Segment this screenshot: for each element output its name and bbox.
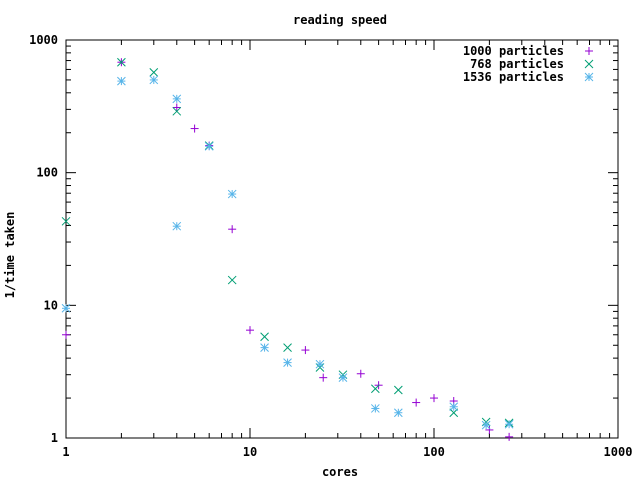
data-point bbox=[505, 432, 514, 441]
legend-label: 1000 particles bbox=[463, 44, 564, 58]
data-point bbox=[149, 75, 159, 85]
data-point bbox=[301, 346, 310, 355]
data-point bbox=[283, 358, 292, 367]
y-tick-label: 10 bbox=[44, 298, 58, 312]
data-point bbox=[412, 398, 421, 407]
x-tick-label: 1000 bbox=[604, 445, 633, 459]
data-point bbox=[172, 106, 182, 116]
data-point bbox=[356, 369, 365, 378]
y-tick-label: 100 bbox=[36, 166, 58, 180]
data-point bbox=[393, 408, 403, 418]
data-point bbox=[481, 420, 491, 430]
legend-marker bbox=[585, 47, 593, 55]
y-tick-label: 1 bbox=[51, 431, 58, 445]
data-point bbox=[172, 221, 182, 231]
data-point bbox=[227, 275, 237, 285]
data-point bbox=[370, 384, 380, 394]
chart-title: reading speed bbox=[293, 13, 387, 27]
y-tick-label: 1000 bbox=[29, 33, 58, 47]
data-point bbox=[283, 343, 292, 352]
axes bbox=[65, 39, 619, 439]
data-point bbox=[204, 141, 214, 151]
x-axis-label: cores bbox=[322, 465, 358, 479]
legend-label: 768 particles bbox=[470, 57, 564, 71]
data-point bbox=[172, 94, 182, 104]
x-tick-label: 1 bbox=[62, 445, 69, 459]
series-2 bbox=[61, 57, 514, 428]
data-point bbox=[117, 57, 126, 67]
data-point bbox=[149, 68, 159, 77]
data-point bbox=[430, 394, 438, 403]
plot-frame bbox=[65, 39, 619, 439]
data-point bbox=[319, 373, 328, 382]
data-point bbox=[485, 425, 494, 434]
data-point bbox=[61, 303, 71, 313]
data-point bbox=[61, 216, 71, 226]
data-point bbox=[370, 404, 380, 413]
data-point bbox=[172, 103, 181, 112]
x-tick-label: 10 bbox=[243, 445, 257, 459]
data-point bbox=[228, 225, 237, 234]
legend-marker bbox=[584, 59, 594, 69]
series-3 bbox=[61, 75, 514, 430]
data-point bbox=[117, 76, 126, 86]
data-point bbox=[62, 330, 70, 339]
axis-ticks: 1 10 100 1000 1 10 100 1000 bbox=[29, 33, 632, 459]
plot-area bbox=[61, 57, 514, 441]
x-tick-label: 100 bbox=[423, 445, 445, 459]
data-point bbox=[504, 419, 514, 429]
y-axis-label: 1/time taken bbox=[3, 212, 17, 299]
data-point bbox=[190, 124, 199, 133]
data-point bbox=[449, 402, 459, 412]
legend-marker bbox=[584, 72, 594, 82]
data-point bbox=[227, 189, 237, 199]
data-point bbox=[260, 332, 269, 342]
legend-label: 1536 particles bbox=[463, 70, 564, 84]
data-point bbox=[246, 326, 254, 335]
series-1 bbox=[62, 58, 514, 441]
data-point bbox=[315, 359, 325, 369]
data-point bbox=[393, 385, 403, 395]
data-point bbox=[338, 373, 348, 383]
data-point bbox=[260, 343, 269, 352]
